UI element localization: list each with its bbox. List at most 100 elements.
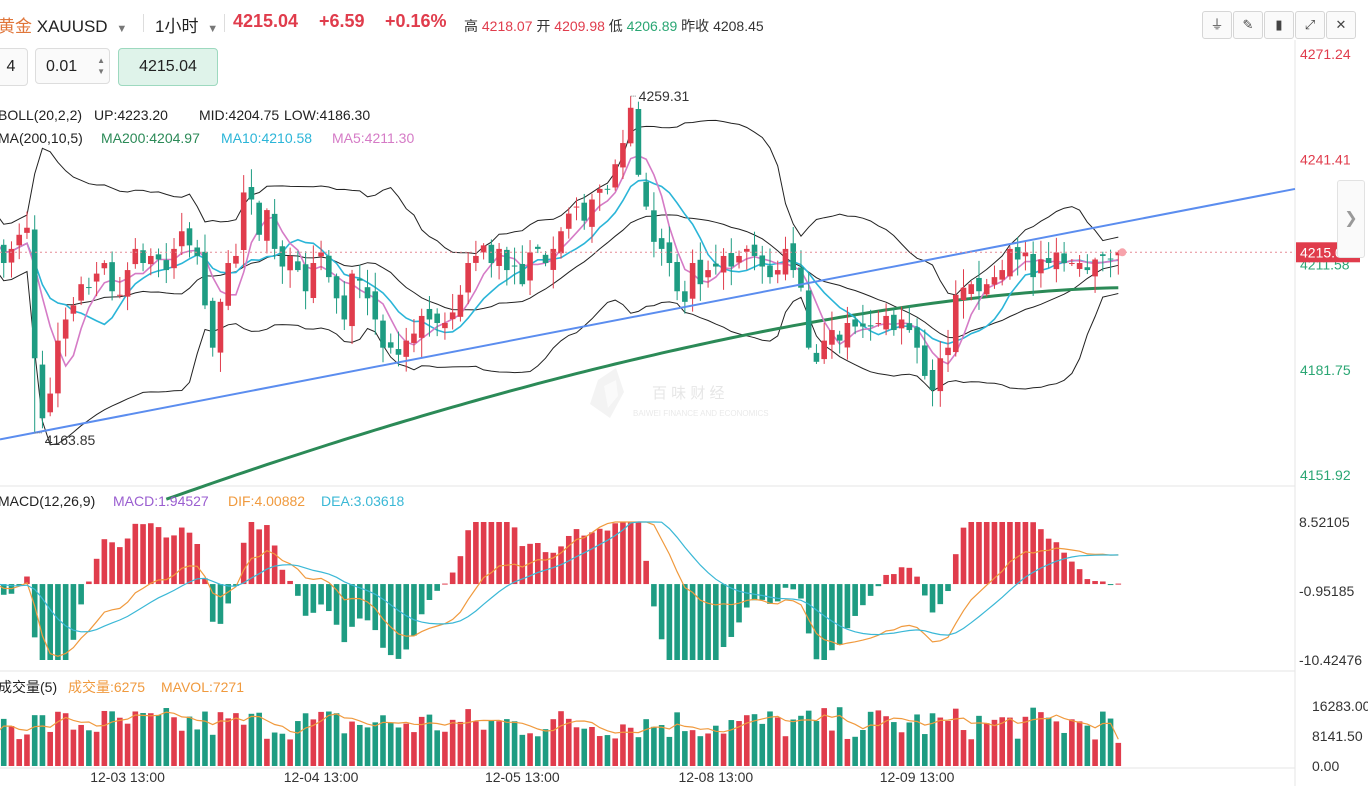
volume-bar <box>148 713 154 766</box>
watermark-subtitle: BAIWEI FINANCE AND ECONOMICS <box>633 409 769 418</box>
macd-bar <box>109 542 115 585</box>
candle <box>891 308 897 336</box>
lot-stepper[interactable]: 0.01 ▲ ▼ <box>35 48 110 84</box>
candle-body <box>442 322 448 329</box>
candle <box>674 254 680 301</box>
candle-body <box>620 143 626 168</box>
candle-body <box>1038 259 1044 274</box>
volume-bar <box>326 711 332 766</box>
candle <box>643 172 649 210</box>
candle-body <box>767 265 773 278</box>
candle <box>1045 242 1052 268</box>
draw-pencil-icon[interactable]: ✎ <box>1233 11 1263 39</box>
candle-body <box>240 192 247 251</box>
macd-bar <box>349 584 355 627</box>
candle-body <box>209 300 216 348</box>
volume-bar <box>1007 717 1013 766</box>
qty-field[interactable]: 4 <box>0 48 28 86</box>
candle-body <box>689 263 696 299</box>
candle <box>295 250 301 272</box>
candle <box>186 222 193 258</box>
price-tick-label: 4151.92 <box>1300 467 1351 483</box>
volume-bar <box>852 736 858 766</box>
chevron-right-icon[interactable]: ❯ <box>1337 180 1365 258</box>
candle-body <box>1115 252 1122 256</box>
volume-bar <box>960 730 967 766</box>
boll-legend-name: BOLL(20,2,2) <box>0 107 82 123</box>
volume-bar <box>194 729 201 766</box>
ma5-line <box>0 154 1119 368</box>
candle-type-icon[interactable]: ▮ <box>1264 11 1294 39</box>
macd-bar <box>39 584 46 660</box>
volume-bar <box>805 710 812 766</box>
candle-body <box>581 202 588 221</box>
volume-bar <box>511 721 518 766</box>
volume-bar <box>542 729 549 766</box>
macd-bar <box>968 522 975 585</box>
macd-bar <box>883 574 889 585</box>
volume-bar <box>78 724 84 766</box>
candle-body <box>991 277 998 285</box>
candle <box>209 297 216 357</box>
symbol-code: XAUUSD <box>36 17 108 36</box>
volume-bar <box>256 712 262 766</box>
volume-bar <box>658 725 665 766</box>
order-price-button[interactable]: 4215.04 <box>118 48 218 86</box>
candle <box>62 307 69 357</box>
candle-body <box>395 349 402 355</box>
macd-bar <box>898 567 905 585</box>
candle <box>248 169 255 215</box>
indicator-icon[interactable]: ⏚ <box>1202 11 1232 39</box>
volume-bar <box>1045 717 1052 766</box>
symbol-selector[interactable]: 黄金 XAUUSD ▼ <box>0 12 127 37</box>
macd-bar <box>225 584 231 604</box>
stepper-arrows-icon[interactable]: ▲ ▼ <box>97 56 105 76</box>
macd-bar <box>178 527 185 585</box>
candle <box>225 250 231 311</box>
candle <box>148 248 154 276</box>
candle <box>457 285 464 322</box>
candle-body <box>906 323 913 331</box>
candle-body <box>883 315 889 330</box>
fullscreen-icon[interactable]: ⤢ <box>1295 11 1325 39</box>
candle <box>550 236 557 289</box>
macd-bar <box>372 584 379 631</box>
macd-bar <box>395 584 402 659</box>
candle <box>844 306 851 360</box>
candle-body <box>674 261 680 292</box>
volume-bar <box>535 736 541 766</box>
dea-value: DEA:3.03618 <box>321 493 404 509</box>
price-change-pct: +0.16% <box>385 11 447 31</box>
close-icon[interactable]: ✕ <box>1326 11 1356 39</box>
volume-bar <box>643 719 649 766</box>
macd-bar <box>310 584 317 613</box>
volume-bar <box>898 732 905 766</box>
volume-bar <box>674 712 680 766</box>
candle-body <box>465 263 471 293</box>
volume-bar <box>0 718 7 766</box>
timeframe-selector[interactable]: 1小时 ▼ <box>155 12 218 37</box>
open-label: 开 <box>536 18 551 34</box>
candle <box>155 248 162 278</box>
candle <box>906 305 913 333</box>
volume-bar <box>860 730 866 766</box>
macd-bar <box>511 527 518 585</box>
candle <box>349 269 355 345</box>
candle-body <box>852 319 858 327</box>
candle <box>829 311 835 359</box>
macd-tick-label: 8.52105 <box>1299 514 1350 530</box>
macd-bar <box>194 543 201 585</box>
candle <box>93 262 100 297</box>
candle <box>999 259 1005 286</box>
candle-body <box>751 244 758 256</box>
candle-body <box>550 248 557 270</box>
macd-bar <box>47 584 53 660</box>
candle-body <box>1092 259 1098 277</box>
volume-bar <box>163 708 170 766</box>
volume-bar <box>488 720 495 766</box>
candle-body <box>898 319 905 329</box>
candle <box>697 242 704 301</box>
macd-bar <box>55 584 61 660</box>
volume-bar <box>798 715 804 766</box>
